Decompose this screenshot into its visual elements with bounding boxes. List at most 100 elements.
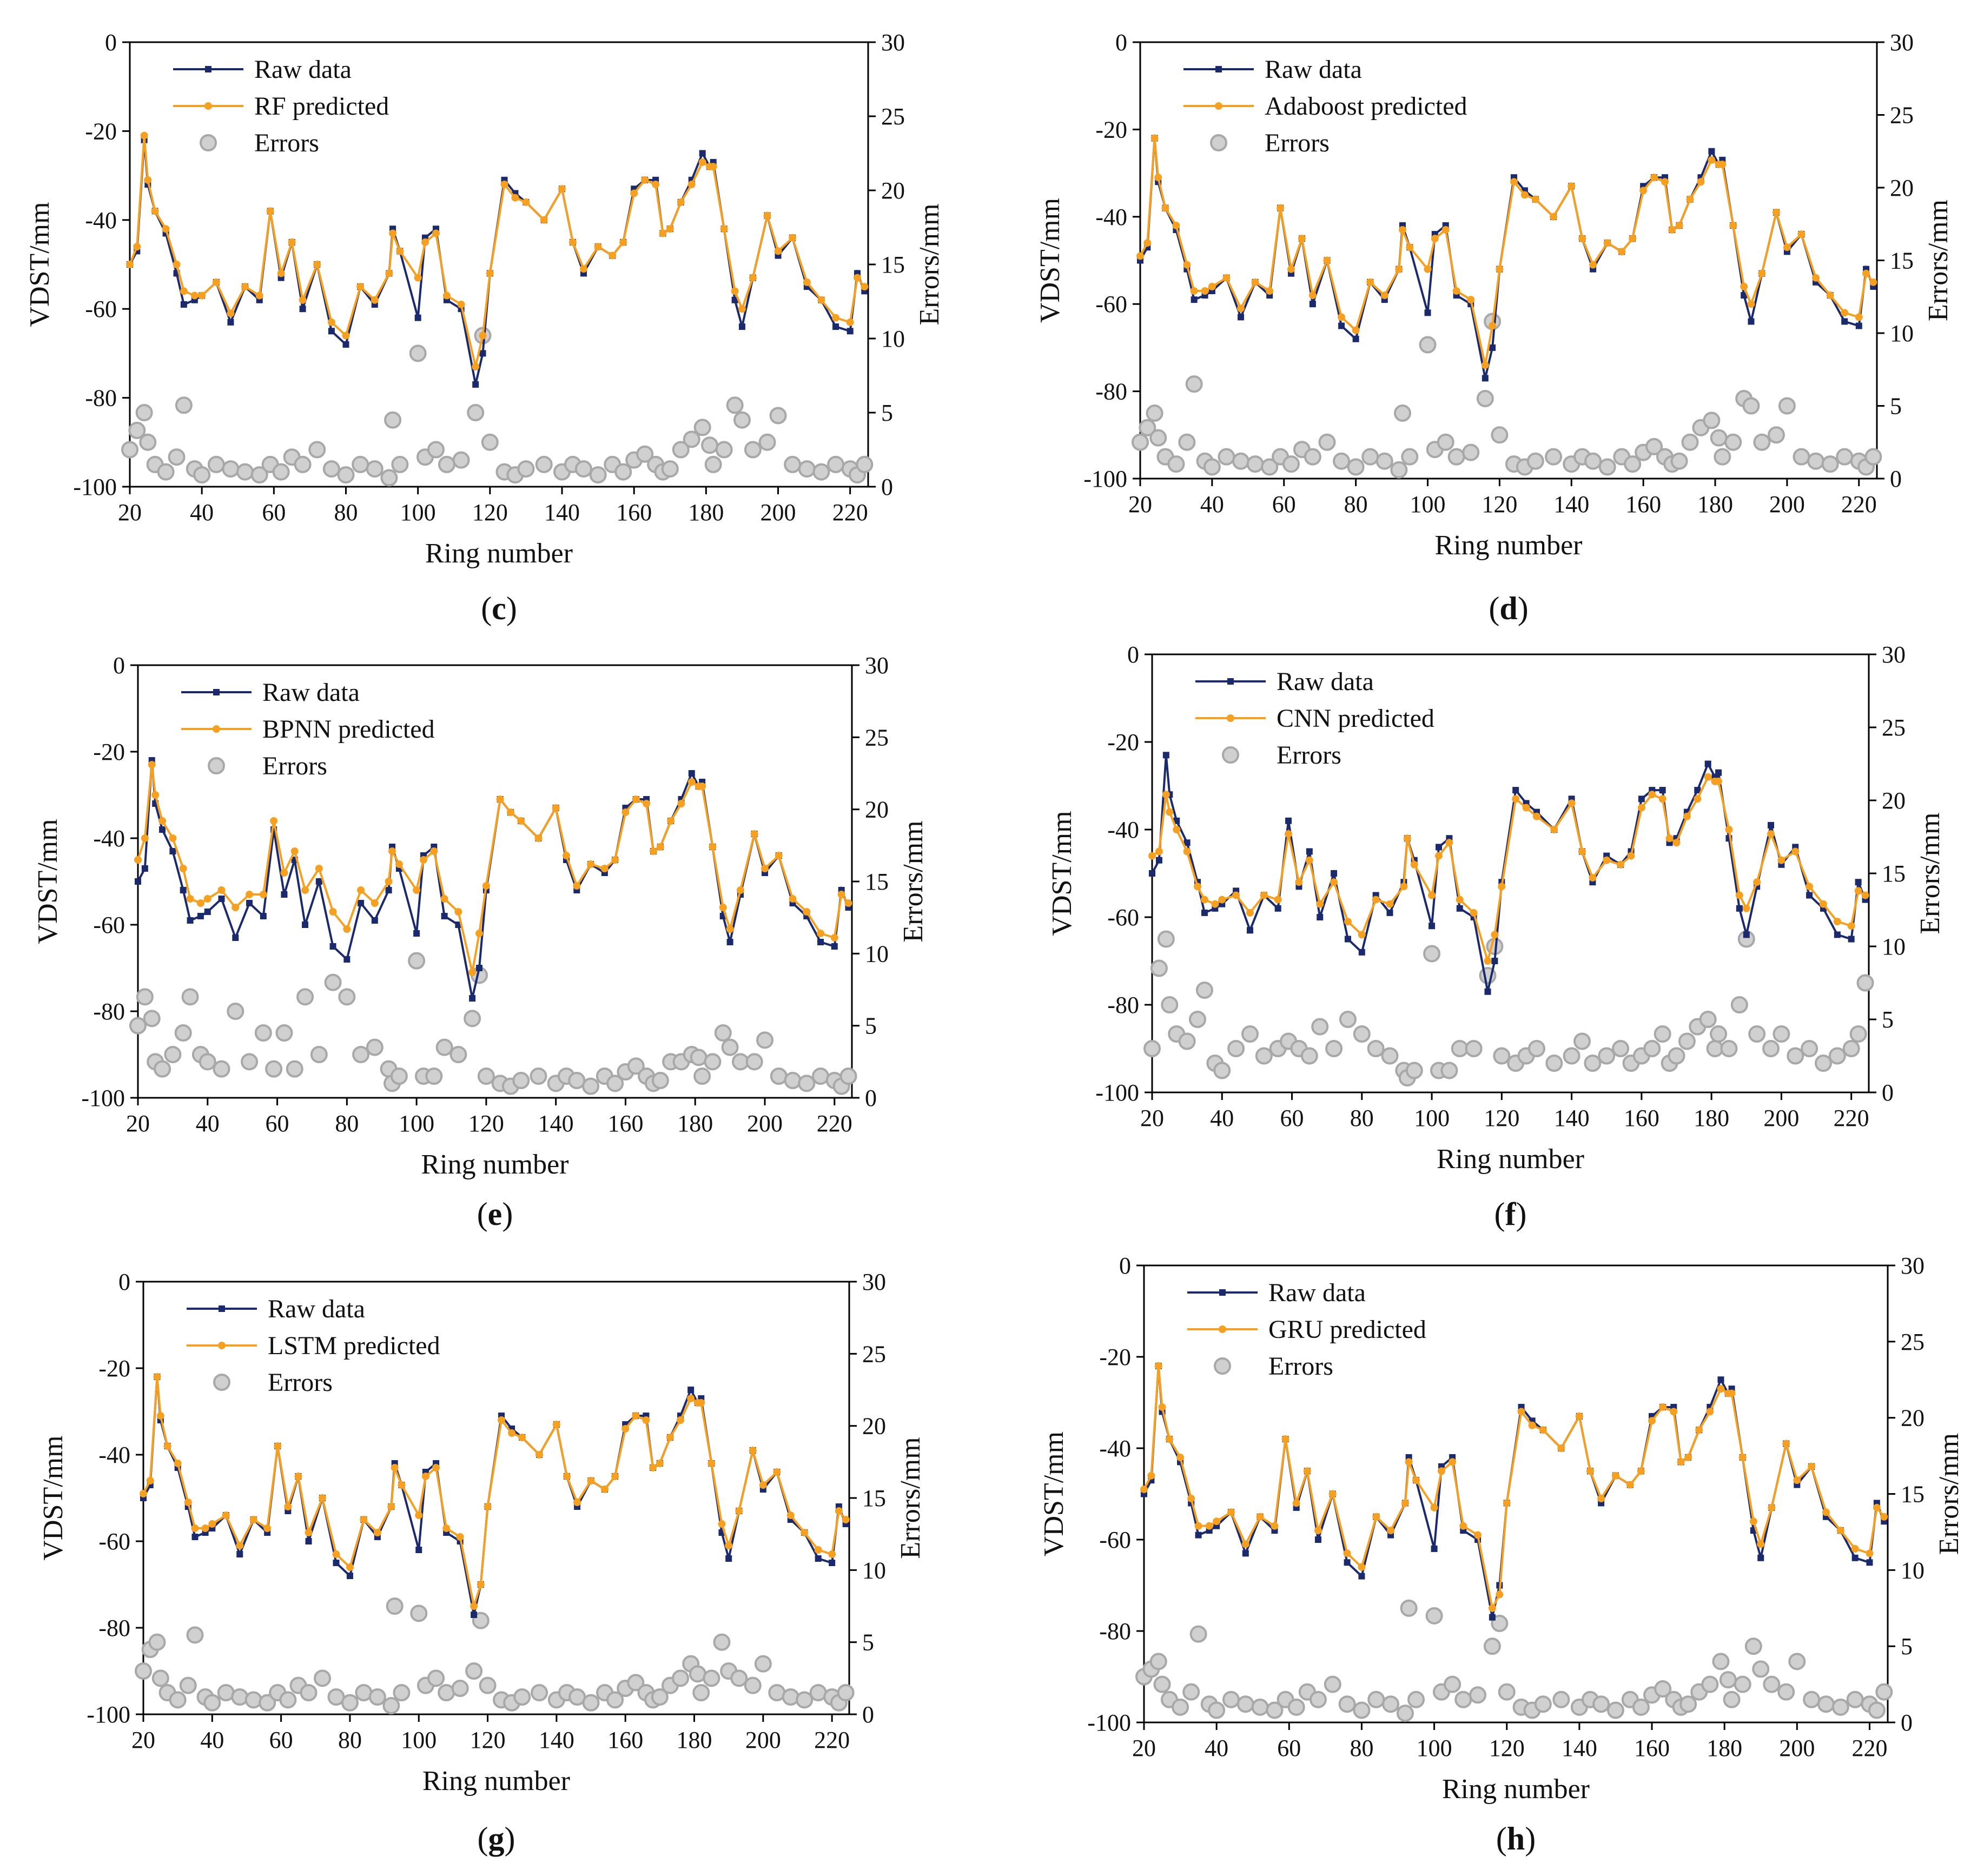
predicted-series xyxy=(1148,773,1869,965)
x-tick-label: 160 xyxy=(1625,491,1661,518)
y-right-tick-label: 5 xyxy=(862,1629,874,1656)
predicted-point xyxy=(387,1503,395,1510)
predicted-point xyxy=(1665,834,1674,843)
raw-data-point xyxy=(1855,879,1862,886)
raw-data-point xyxy=(281,891,288,898)
predicted-point xyxy=(1793,1476,1801,1484)
error-point xyxy=(1367,1691,1385,1708)
x-tick-label: 60 xyxy=(1280,1105,1304,1131)
error-point xyxy=(1864,448,1882,466)
raw-data-point xyxy=(246,900,253,906)
predicted-point xyxy=(697,1399,705,1407)
error-point xyxy=(1807,452,1825,470)
raw-data-point xyxy=(1201,909,1208,916)
predicted-point xyxy=(1783,243,1791,251)
predicted-point xyxy=(1237,304,1245,313)
predicted-point xyxy=(1675,221,1683,229)
predicted-point xyxy=(482,882,490,890)
predicted-point xyxy=(666,1434,674,1441)
x-tick-label: 200 xyxy=(1769,491,1805,518)
y-left-tick-label: -40 xyxy=(98,1442,130,1468)
predicted-point xyxy=(1260,891,1268,899)
error-point xyxy=(1353,1701,1371,1719)
raw-data-point xyxy=(1358,1573,1365,1580)
predicted-point xyxy=(420,856,427,864)
predicted-point xyxy=(830,934,838,942)
predicted-point xyxy=(1586,1467,1594,1475)
predicted-point xyxy=(540,216,548,224)
error-point xyxy=(721,1038,739,1056)
x-tick-label: 220 xyxy=(817,1110,852,1137)
y-left-tick-label: -80 xyxy=(98,1615,130,1641)
errors-series xyxy=(135,1597,855,1714)
error-point xyxy=(1584,1055,1602,1072)
error-point xyxy=(1856,974,1874,992)
error-point xyxy=(1817,1695,1835,1713)
error-point xyxy=(1309,1691,1327,1708)
predicted-point xyxy=(1629,235,1637,243)
y-right-tick-label: 20 xyxy=(865,797,889,823)
error-point xyxy=(744,441,762,459)
raw-data-point xyxy=(725,1555,732,1562)
predicted-line xyxy=(137,764,850,973)
predicted-point xyxy=(1650,174,1658,182)
raw-data-point xyxy=(180,301,187,308)
predicted-point xyxy=(698,783,706,790)
error-point xyxy=(733,411,751,429)
y-left-axis-title: VDST/mm xyxy=(24,202,55,327)
error-point xyxy=(1146,404,1163,422)
error-point xyxy=(408,952,426,970)
error-point xyxy=(589,466,607,484)
predicted-point xyxy=(842,1516,850,1523)
predicted-series xyxy=(1136,134,1877,369)
predicted-point xyxy=(1491,931,1499,939)
predicted-point xyxy=(1706,1408,1714,1416)
predicted-point xyxy=(1277,204,1285,212)
error-point xyxy=(1753,433,1771,451)
legend-errors-label: Errors xyxy=(254,129,319,157)
error-point xyxy=(366,460,383,478)
predicted-point xyxy=(1445,839,1453,847)
legend-pred-marker xyxy=(204,102,212,110)
predicted-point xyxy=(146,1477,154,1484)
raw-data-line xyxy=(129,140,866,385)
predicted-point xyxy=(621,1425,630,1433)
error-point xyxy=(337,466,355,484)
predicted-point xyxy=(477,1581,485,1588)
y-left-tick-label: -100 xyxy=(1095,1079,1139,1106)
plot-frame xyxy=(1139,41,1878,480)
error-point xyxy=(1744,1638,1762,1655)
error-point xyxy=(265,1060,283,1078)
predicted-point xyxy=(832,314,840,322)
x-tick-label: 220 xyxy=(1851,1735,1887,1761)
predicted-point xyxy=(1520,191,1529,199)
x-tick-label: 100 xyxy=(401,1727,437,1753)
predicted-point xyxy=(1873,1503,1881,1512)
error-point xyxy=(368,1688,386,1706)
legend-raw-marker xyxy=(1219,1289,1226,1296)
predicted-point xyxy=(1424,265,1432,273)
raw-data-point xyxy=(1768,821,1775,828)
raw-data-point xyxy=(1708,148,1715,155)
error-point xyxy=(1469,1686,1487,1704)
predicted-point xyxy=(659,229,667,237)
predicted-point xyxy=(1627,852,1635,860)
predicted-point xyxy=(1753,878,1761,886)
error-point xyxy=(1836,448,1854,466)
y-right-tick-label: 10 xyxy=(862,1557,886,1583)
predicted-point xyxy=(573,882,581,890)
error-point xyxy=(798,1075,816,1092)
predicted-point xyxy=(1366,278,1374,286)
predicted-point xyxy=(569,238,577,246)
error-point xyxy=(745,1053,763,1071)
error-point xyxy=(1803,1691,1821,1708)
error-point xyxy=(1563,1047,1580,1065)
predicted-point xyxy=(1851,1544,1859,1553)
x-tick-label: 40 xyxy=(196,1110,220,1137)
legend-pred-label: CNN predicted xyxy=(1277,704,1434,733)
error-point xyxy=(758,433,776,451)
error-point xyxy=(1534,1695,1552,1713)
y-left-tick-label: -60 xyxy=(98,1528,130,1555)
predicted-point xyxy=(421,238,429,246)
x-tick-label: 80 xyxy=(1350,1105,1374,1131)
